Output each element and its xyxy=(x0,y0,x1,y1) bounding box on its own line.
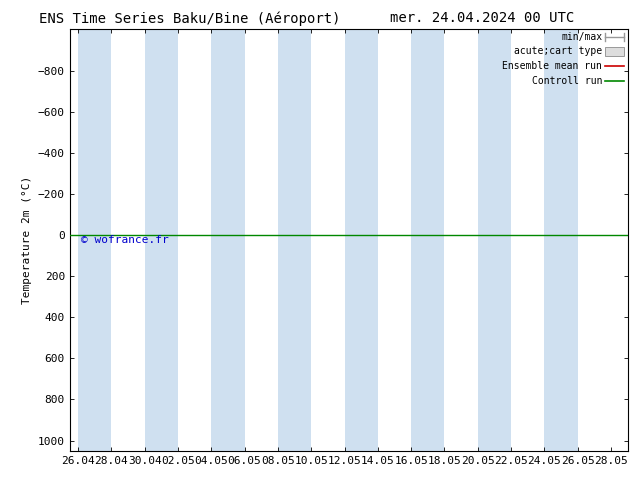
Bar xyxy=(545,29,578,451)
Bar xyxy=(278,29,311,451)
Text: © wofrance.fr: © wofrance.fr xyxy=(81,235,169,245)
Text: acute;cart type: acute;cart type xyxy=(514,47,602,56)
Text: Controll run: Controll run xyxy=(532,76,602,86)
Bar xyxy=(211,29,245,451)
Bar xyxy=(145,29,178,451)
Text: min/max: min/max xyxy=(561,32,602,42)
Bar xyxy=(344,29,378,451)
Text: ENS Time Series Baku/Bine (Aéroport): ENS Time Series Baku/Bine (Aéroport) xyxy=(39,11,341,26)
Text: mer. 24.04.2024 00 UTC: mer. 24.04.2024 00 UTC xyxy=(390,11,574,25)
Y-axis label: Temperature 2m (°C): Temperature 2m (°C) xyxy=(22,176,32,304)
Bar xyxy=(411,29,444,451)
Bar xyxy=(478,29,511,451)
Text: Ensemble mean run: Ensemble mean run xyxy=(502,61,602,71)
Bar xyxy=(78,29,112,451)
